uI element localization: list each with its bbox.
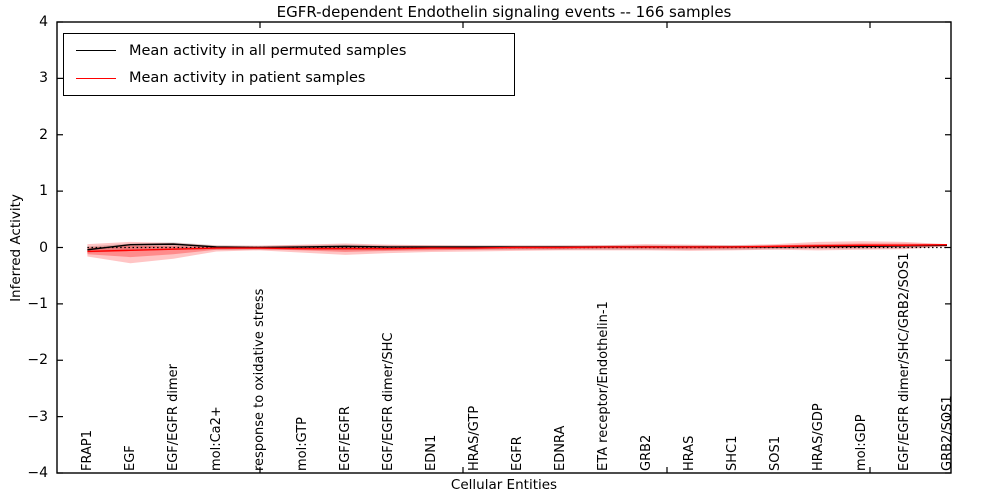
y-tick-label: −4 bbox=[27, 465, 48, 481]
y-tick-label: −1 bbox=[27, 295, 48, 312]
chart-title: EGFR-dependent Endothelin signaling even… bbox=[276, 3, 732, 21]
y-tick-label: −2 bbox=[27, 352, 48, 369]
x-category-label: FRAP1 bbox=[79, 430, 95, 471]
x-category-label: mol:GDP bbox=[853, 414, 869, 471]
x-category-label: SOS1 bbox=[767, 435, 783, 471]
x-category-label: response to oxidative stress bbox=[251, 288, 267, 471]
x-category-label: EGF/EGFR dimer/SHC/GRB2/SOS1 bbox=[896, 252, 912, 472]
x-category-label: EGF/EGFR dimer/SHC bbox=[380, 332, 396, 471]
x-category-label: mol:GTP bbox=[294, 417, 310, 471]
x-category-label: EDN1 bbox=[423, 434, 439, 471]
x-category-label: HRAS/GTP bbox=[466, 405, 482, 471]
x-category-label: HRAS/GDP bbox=[810, 403, 826, 471]
patient-line-swatch bbox=[76, 77, 116, 79]
permuted-line-swatch bbox=[76, 50, 116, 52]
y-tick-label: 1 bbox=[39, 183, 48, 200]
x-category-label: ETA receptor/Endothelin-1 bbox=[595, 301, 611, 471]
legend-label: Mean activity in all permuted samples bbox=[129, 42, 407, 59]
x-axis-title: Cellular Entities bbox=[450, 477, 558, 493]
legend: Mean activity in all permuted samples Me… bbox=[63, 33, 515, 96]
x-category-label: EGFR bbox=[509, 436, 525, 471]
x-category-label: GRB2 bbox=[638, 434, 654, 471]
legend-entry-permuted: Mean activity in all permuted samples bbox=[64, 38, 514, 64]
y-tick-label: 0 bbox=[39, 239, 48, 256]
x-category-label: mol:Ca2+ bbox=[208, 406, 224, 471]
x-category-label: EGF/EGFR dimer bbox=[165, 364, 181, 471]
legend-entry-patient: Mean activity in patient samples bbox=[64, 65, 514, 91]
x-category-label: HRAS bbox=[681, 435, 697, 471]
y-tick-label: 4 bbox=[39, 14, 48, 30]
y-tick-label: 3 bbox=[39, 70, 48, 87]
y-tick-label: 2 bbox=[39, 126, 48, 143]
x-category-label: GRB2/SOS1 bbox=[939, 395, 955, 471]
series-line-mean-activity-in-patient-samples bbox=[87, 243, 948, 253]
y-tick-label: −3 bbox=[27, 408, 48, 425]
x-category-label: EGF/EGFR bbox=[337, 406, 353, 471]
x-category-label: EGF bbox=[122, 445, 138, 471]
x-category-label: SHC1 bbox=[724, 435, 740, 471]
legend-label: Mean activity in patient samples bbox=[129, 70, 366, 87]
x-category-label: EDNRA bbox=[552, 425, 568, 471]
